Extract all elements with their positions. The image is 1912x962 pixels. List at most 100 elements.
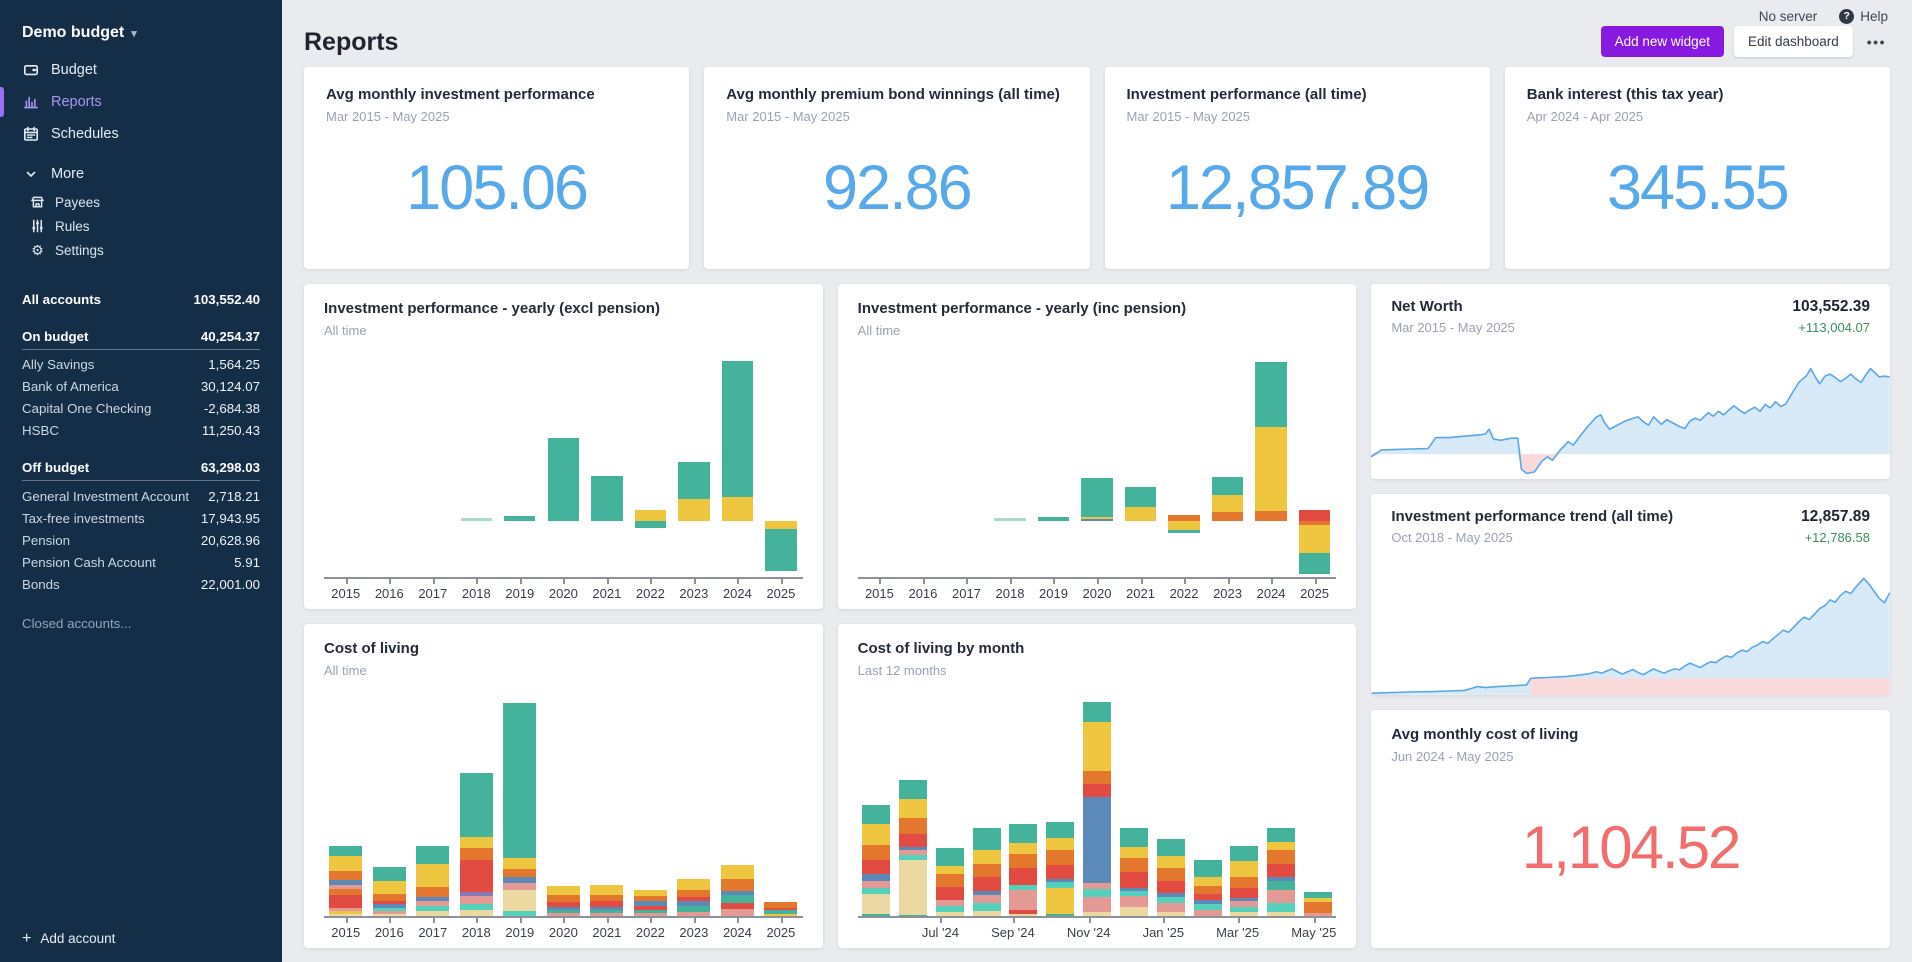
account-row[interactable]: Pension 20,628.96 <box>22 529 260 551</box>
bar-segment <box>1211 512 1244 521</box>
sidebar-item-reports[interactable]: Reports <box>0 86 282 118</box>
bar-segment <box>862 823 891 845</box>
axis-label: 2022 <box>629 918 673 940</box>
closed-accounts-link[interactable]: Closed accounts... <box>22 612 260 634</box>
bar-segment <box>1119 827 1148 847</box>
edit-dashboard-button[interactable]: Edit dashboard <box>1733 26 1853 57</box>
budget-switcher[interactable]: Demo budget ▾ <box>0 0 282 54</box>
chart-card-invest-excl-pension[interactable]: Investment performance - yearly (excl pe… <box>304 284 823 609</box>
add-new-widget-button[interactable]: Add new widget <box>1600 26 1724 57</box>
bar-positive-stack <box>372 700 406 916</box>
bar-segment <box>459 896 493 905</box>
sidebar-item-schedules[interactable]: Schedules <box>0 118 282 150</box>
axis-label: 2021 <box>585 918 629 940</box>
widget-value: 105.06 <box>406 152 589 223</box>
bar-slot <box>629 361 673 577</box>
kpi-card-4[interactable]: Bank interest (this tax year) Apr 2024 - … <box>1504 67 1890 269</box>
axis-label: 2015 <box>324 918 368 940</box>
bar-segment <box>898 799 927 819</box>
account-balance: 22,001.00 <box>200 576 260 592</box>
bar-segment <box>1168 520 1200 530</box>
axis-label: 2017 <box>411 578 455 601</box>
widget-date-range: Mar 2015 - May 2025 <box>1126 109 1251 124</box>
widget-title: Bank interest (this tax year) <box>1526 86 1724 103</box>
bar-segment <box>1230 898 1259 902</box>
bar-slot <box>759 361 803 577</box>
widget-value: 12,857.89 <box>1165 152 1430 223</box>
bar-segment <box>1193 885 1222 894</box>
bar-segment <box>862 881 891 888</box>
bar-segment <box>935 865 964 875</box>
account-row[interactable]: Bonds 22,001.00 <box>22 573 260 595</box>
axis-label: 2020 <box>542 918 586 940</box>
account-group-header[interactable]: Off budget 63,298.03 <box>22 457 260 481</box>
sidebar-item-label: Budget <box>51 62 97 78</box>
bar-segment <box>1009 842 1038 855</box>
bar-area <box>858 700 1337 916</box>
bar-segment <box>1046 838 1075 850</box>
bar-segment <box>634 520 667 528</box>
bar-segment <box>547 438 579 521</box>
axis-label: 2015 <box>858 578 902 601</box>
kpi-card-3[interactable]: Investment performance (all time) Mar 201… <box>1104 67 1490 269</box>
account-row[interactable]: General Investment Account 2,718.21 <box>22 485 260 507</box>
bar-segment <box>862 804 891 824</box>
axis-label <box>858 918 890 940</box>
widget-date-range: Apr 2024 - Apr 2025 <box>1526 109 1644 124</box>
account-row[interactable]: HSBC 11,250.43 <box>22 420 260 442</box>
bar-negative-stack <box>907 521 938 577</box>
sidebar-item-settings[interactable]: ⚙ Settings <box>0 238 282 262</box>
bar-segment <box>935 886 964 901</box>
axis-label: 2018 <box>455 578 499 601</box>
bar-slot <box>931 700 968 916</box>
bar-slot <box>585 700 629 916</box>
bar-segment <box>720 908 754 916</box>
bar-slot <box>498 700 542 916</box>
bar-segment <box>590 884 624 896</box>
chevron-down-icon <box>22 166 39 182</box>
account-row[interactable]: Ally Savings 1,564.25 <box>22 354 260 376</box>
avg-cost-of-living-card[interactable]: Avg monthly cost of living Jun 2024 - May… <box>1371 709 1890 948</box>
account-list: All accounts 103,552.40 On budget 40,254.37… <box>0 288 282 921</box>
bar-segment <box>459 860 493 892</box>
account-row[interactable]: Tax-free investments 17,943.95 <box>22 507 260 529</box>
help-button[interactable]: ? Help <box>1839 8 1888 24</box>
sidebar-item-budget[interactable]: Budget <box>0 54 282 86</box>
axis-label: 2017 <box>411 918 455 940</box>
server-status[interactable]: No server <box>1759 9 1818 24</box>
bar-segment <box>1298 510 1331 521</box>
sidebar-item-rules[interactable]: Rules <box>0 214 282 238</box>
plus-icon: + <box>22 929 32 947</box>
widget-date-range: All time <box>857 323 901 338</box>
widget-date-range: All time <box>324 323 367 338</box>
account-group-header[interactable]: On budget 40,254.37 <box>22 325 260 350</box>
bar-segment <box>1193 877 1222 886</box>
add-account-button[interactable]: + Add account <box>0 921 282 962</box>
account-row[interactable]: Capital One Checking -2,684.38 <box>22 398 260 420</box>
bar-segment <box>546 909 580 913</box>
chart-card-cost-of-living[interactable]: Cost of living All time 2015 2016 2017 2018 20… <box>304 623 823 948</box>
bar-positive-stack <box>1119 700 1148 916</box>
account-row[interactable]: Pension Cash Account 5.91 <box>22 551 260 573</box>
more-options-button[interactable]: ••• <box>1863 28 1890 56</box>
chart-card-invest-incl-pension[interactable]: Investment performance - yearly (inc pen… <box>837 284 1357 609</box>
widget-value: 1,104.52 <box>1521 814 1742 882</box>
kpi-card-2[interactable]: Avg monthly premium bond winnings (all t… <box>704 67 1090 269</box>
chart-card-net-worth[interactable]: Net Worth 103,552.39 Mar 2015 - May 2025 +1… <box>1371 284 1890 479</box>
all-accounts-row[interactable]: All accounts 103,552.40 <box>22 288 260 310</box>
bar-segment <box>1119 890 1148 897</box>
sidebar-item-payees[interactable]: Payees <box>0 190 282 214</box>
bar-positive-stack <box>678 361 710 521</box>
bar-segment <box>590 912 624 916</box>
bar-segment <box>416 901 450 906</box>
bar-segment <box>504 516 536 521</box>
account-row[interactable]: Bank of America 30,124.07 <box>22 376 260 398</box>
bar-segment <box>633 901 667 906</box>
chart-card-cost-of-living-by-month[interactable]: Cost of living by month Last 12 months Jul… <box>837 623 1357 948</box>
privacy-eye-button[interactable] <box>1720 8 1737 24</box>
chart-card-invest-trend[interactable]: Investment performance trend (all time) 1… <box>1371 493 1890 695</box>
bar-segment <box>329 907 363 911</box>
sidebar-more-toggle[interactable]: More <box>0 158 282 190</box>
bar-segment <box>1230 906 1259 912</box>
kpi-card-1[interactable]: Avg monthly investment performance Mar 20… <box>304 67 690 269</box>
